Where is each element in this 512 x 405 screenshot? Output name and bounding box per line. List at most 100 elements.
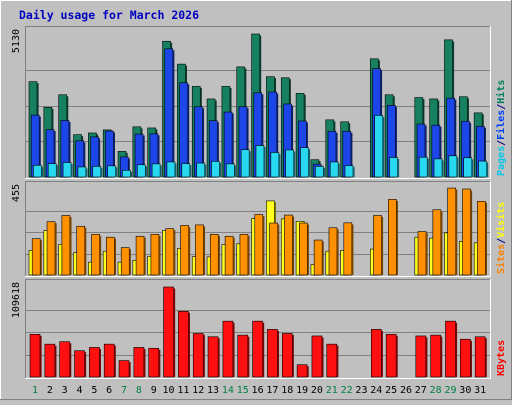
panel-middle-bars: [28, 187, 487, 276]
bar-kbytes-day-27: [415, 335, 428, 378]
x-tick-label: 20: [311, 385, 323, 396]
panel-top-legend-item: /: [496, 140, 507, 146]
bar-kbytes-day-6: [103, 343, 116, 378]
bar-sites-day-12: [195, 224, 206, 276]
panel-bottom-legend-item: KBytes: [496, 340, 507, 376]
x-tick-label: 5: [91, 385, 97, 396]
bar-kbytes-day-20: [311, 335, 324, 378]
bar-sites-day-24: [373, 215, 384, 276]
bar-kbytes-day-21: [326, 343, 339, 378]
bar-pages-day-28: [433, 158, 444, 178]
x-tick-label: 18: [281, 385, 293, 396]
bar-pages-day-11: [181, 163, 192, 178]
x-tick-label: 22: [341, 385, 353, 396]
bar-kbytes-day-13: [207, 336, 220, 378]
bar-pages-day-5: [92, 166, 103, 178]
panel-top-legend-item: Hits: [495, 80, 507, 104]
x-tick-label: 29: [444, 385, 456, 396]
x-tick-label: 7: [121, 385, 127, 396]
bar-sites-day-28: [432, 209, 443, 276]
bar-kbytes-day-16: [252, 320, 265, 378]
x-tick-label: 25: [385, 385, 397, 396]
x-tick-label: 1: [32, 385, 38, 396]
bar-pages-day-4: [77, 166, 88, 178]
bar-kbytes-day-29: [445, 320, 458, 378]
panel-middle-legend-item: /: [496, 238, 507, 244]
x-tick-label: 12: [192, 385, 204, 396]
bar-sites-day-15: [239, 234, 250, 276]
bar-kbytes-day-17: [267, 329, 280, 378]
bar-sites-day-30: [462, 188, 473, 276]
bar-sites-day-2: [46, 221, 57, 276]
bar-kbytes-day-31: [474, 336, 487, 378]
x-tick-label: 24: [370, 385, 382, 396]
bar-kbytes-day-28: [430, 334, 443, 378]
chart-panels: 5130Pages/Files/Hits455Sites/Visits10961…: [11, 26, 507, 379]
bar-pages-day-17: [270, 152, 281, 178]
x-axis-day-labels: 1 2 3 4 5 6 7 8 9 10 11 12 13 14 15 16 17 18 19 20 21 22 23 24 2…: [32, 385, 486, 396]
bar-kbytes-day-19: [296, 364, 309, 378]
bar-sites-day-20: [313, 239, 324, 276]
x-tick-label: 19: [296, 385, 308, 396]
x-tick-label: 31: [474, 385, 486, 396]
bar-kbytes-day-5: [89, 347, 101, 378]
x-tick-label: 13: [207, 385, 219, 396]
bar-kbytes-day-24: [370, 329, 383, 378]
bar-sites-day-5: [91, 234, 102, 276]
bar-pages-day-9: [151, 163, 162, 178]
bar-kbytes-day-9: [148, 347, 161, 378]
x-tick-label: 28: [430, 385, 442, 396]
x-tick-label: 4: [77, 385, 83, 396]
bar-pages-day-29: [448, 155, 459, 178]
bar-kbytes-day-2: [44, 343, 57, 378]
x-tick-label: 16: [252, 385, 264, 396]
bar-pages-day-13: [211, 161, 222, 178]
chart-title: Daily usage for March 2026: [19, 8, 199, 22]
bar-sites-day-25: [388, 199, 398, 276]
bar-sites-day-10: [165, 228, 176, 276]
bar-kbytes-day-30: [460, 338, 472, 378]
bar-kbytes-day-18: [281, 333, 294, 378]
panel-top-legend-item: /: [496, 104, 507, 110]
bar-sites-day-17: [269, 222, 280, 276]
bar-sites-day-14: [224, 235, 235, 276]
bar-sites-day-3: [61, 215, 72, 276]
bar-sites-day-1: [31, 238, 42, 276]
x-tick-label: 6: [106, 385, 112, 396]
bar-sites-day-4: [76, 225, 87, 276]
x-tick-label: 9: [151, 385, 157, 396]
bar-pages-day-24: [374, 115, 385, 178]
bar-pages-day-20: [315, 166, 325, 178]
panel-top-ymax-label: 5130: [11, 29, 22, 53]
bar-sites-day-6: [106, 236, 116, 276]
bar-sites-day-7: [120, 247, 131, 276]
x-tick-label: 10: [163, 385, 175, 396]
bar-pages-day-25: [389, 157, 400, 178]
x-tick-label: 2: [47, 385, 53, 396]
panel-bottom-bars: [29, 286, 487, 378]
panel-bottom: 109618 KBytes: [11, 279, 507, 379]
bar-pages-day-8: [136, 164, 147, 178]
bar-sites-day-22: [343, 222, 354, 276]
bar-kbytes-day-10: [163, 286, 176, 378]
panel-top-bars: [28, 33, 489, 178]
bar-sites-day-27: [417, 231, 428, 276]
x-tick-label: 17: [266, 385, 278, 396]
bar-sites-day-16: [254, 214, 265, 276]
x-tick-label: 21: [326, 385, 338, 396]
x-tick-label: 8: [136, 385, 142, 396]
bar-pages-day-14: [226, 163, 236, 178]
bar-sites-day-19: [298, 222, 309, 276]
x-tick-label: 30: [459, 385, 471, 396]
bar-pages-day-1: [33, 164, 43, 178]
bar-kbytes-day-4: [74, 350, 87, 378]
bar-sites-day-31: [477, 200, 487, 276]
panel-top-legend: Pages/Files/Hits: [495, 80, 507, 176]
panel-middle-legend-item: Sites: [495, 244, 507, 274]
x-tick-label: 27: [415, 385, 427, 396]
x-tick-label: 15: [237, 385, 249, 396]
bar-sites-day-13: [209, 234, 220, 276]
bar-kbytes-day-8: [133, 347, 146, 378]
